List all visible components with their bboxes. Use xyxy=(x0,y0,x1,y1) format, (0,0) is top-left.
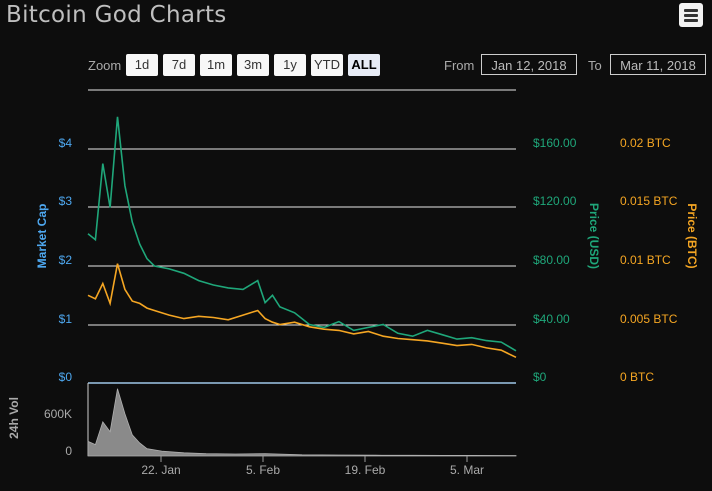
usd-tick: $0 xyxy=(533,370,547,384)
btc-axis-title: Price (BTC) xyxy=(685,203,699,268)
zoom-label: Zoom xyxy=(88,58,122,73)
x-tick: 5. Feb xyxy=(246,463,280,477)
zoom-button-1m[interactable]: 1m xyxy=(200,54,232,76)
volume-axis-title: 24h Vol xyxy=(7,397,21,439)
btc-tick: 0 BTC xyxy=(620,370,654,384)
volume-tick: 0 xyxy=(65,444,72,458)
btc-tick: 0.02 BTC xyxy=(620,136,671,150)
to-date-input[interactable]: Mar 11, 2018 xyxy=(610,54,706,75)
left-tick: $2 xyxy=(59,253,73,267)
zoom-button-ytd[interactable]: YTD xyxy=(311,54,343,76)
usd-tick: $80.00 xyxy=(533,253,570,267)
x-tick: 5. Mar xyxy=(450,463,484,477)
zoom-button-7d[interactable]: 7d xyxy=(163,54,195,76)
from-label: From xyxy=(444,58,475,73)
usd-tick: $120.00 xyxy=(533,194,577,208)
zoom-button-1d[interactable]: 1d xyxy=(126,54,158,76)
left-tick: $1 xyxy=(59,312,73,326)
price-usd-line[interactable] xyxy=(87,116,517,352)
price-btc-line[interactable] xyxy=(87,263,517,359)
left-tick: $0 xyxy=(59,370,73,384)
hamburger-menu-icon[interactable] xyxy=(679,3,703,27)
btc-tick: 0.015 BTC xyxy=(620,194,678,208)
btc-tick: 0.01 BTC xyxy=(620,253,671,267)
app-title: Bitcoin God Charts xyxy=(6,2,227,28)
from-date-input[interactable]: Jan 12, 2018 xyxy=(481,54,577,75)
left-tick: $4 xyxy=(59,136,73,150)
zoom-button-1y[interactable]: 1y xyxy=(274,54,306,76)
usd-axis-title: Price (USD) xyxy=(587,203,601,269)
x-tick: 19. Feb xyxy=(345,463,386,477)
usd-tick: $40.00 xyxy=(533,312,570,326)
x-tick: 22. Jan xyxy=(141,463,180,477)
volume-area[interactable] xyxy=(87,388,517,457)
volume-tick: 600K xyxy=(44,407,72,421)
left-axis-title: Market Cap xyxy=(35,204,49,269)
zoom-button-3m[interactable]: 3m xyxy=(237,54,269,76)
usd-tick: $160.00 xyxy=(533,136,577,150)
btc-tick: 0.005 BTC xyxy=(620,312,678,326)
zoom-button-all[interactable]: ALL xyxy=(348,54,380,76)
to-label: To xyxy=(588,58,602,73)
left-tick: $3 xyxy=(59,194,73,208)
